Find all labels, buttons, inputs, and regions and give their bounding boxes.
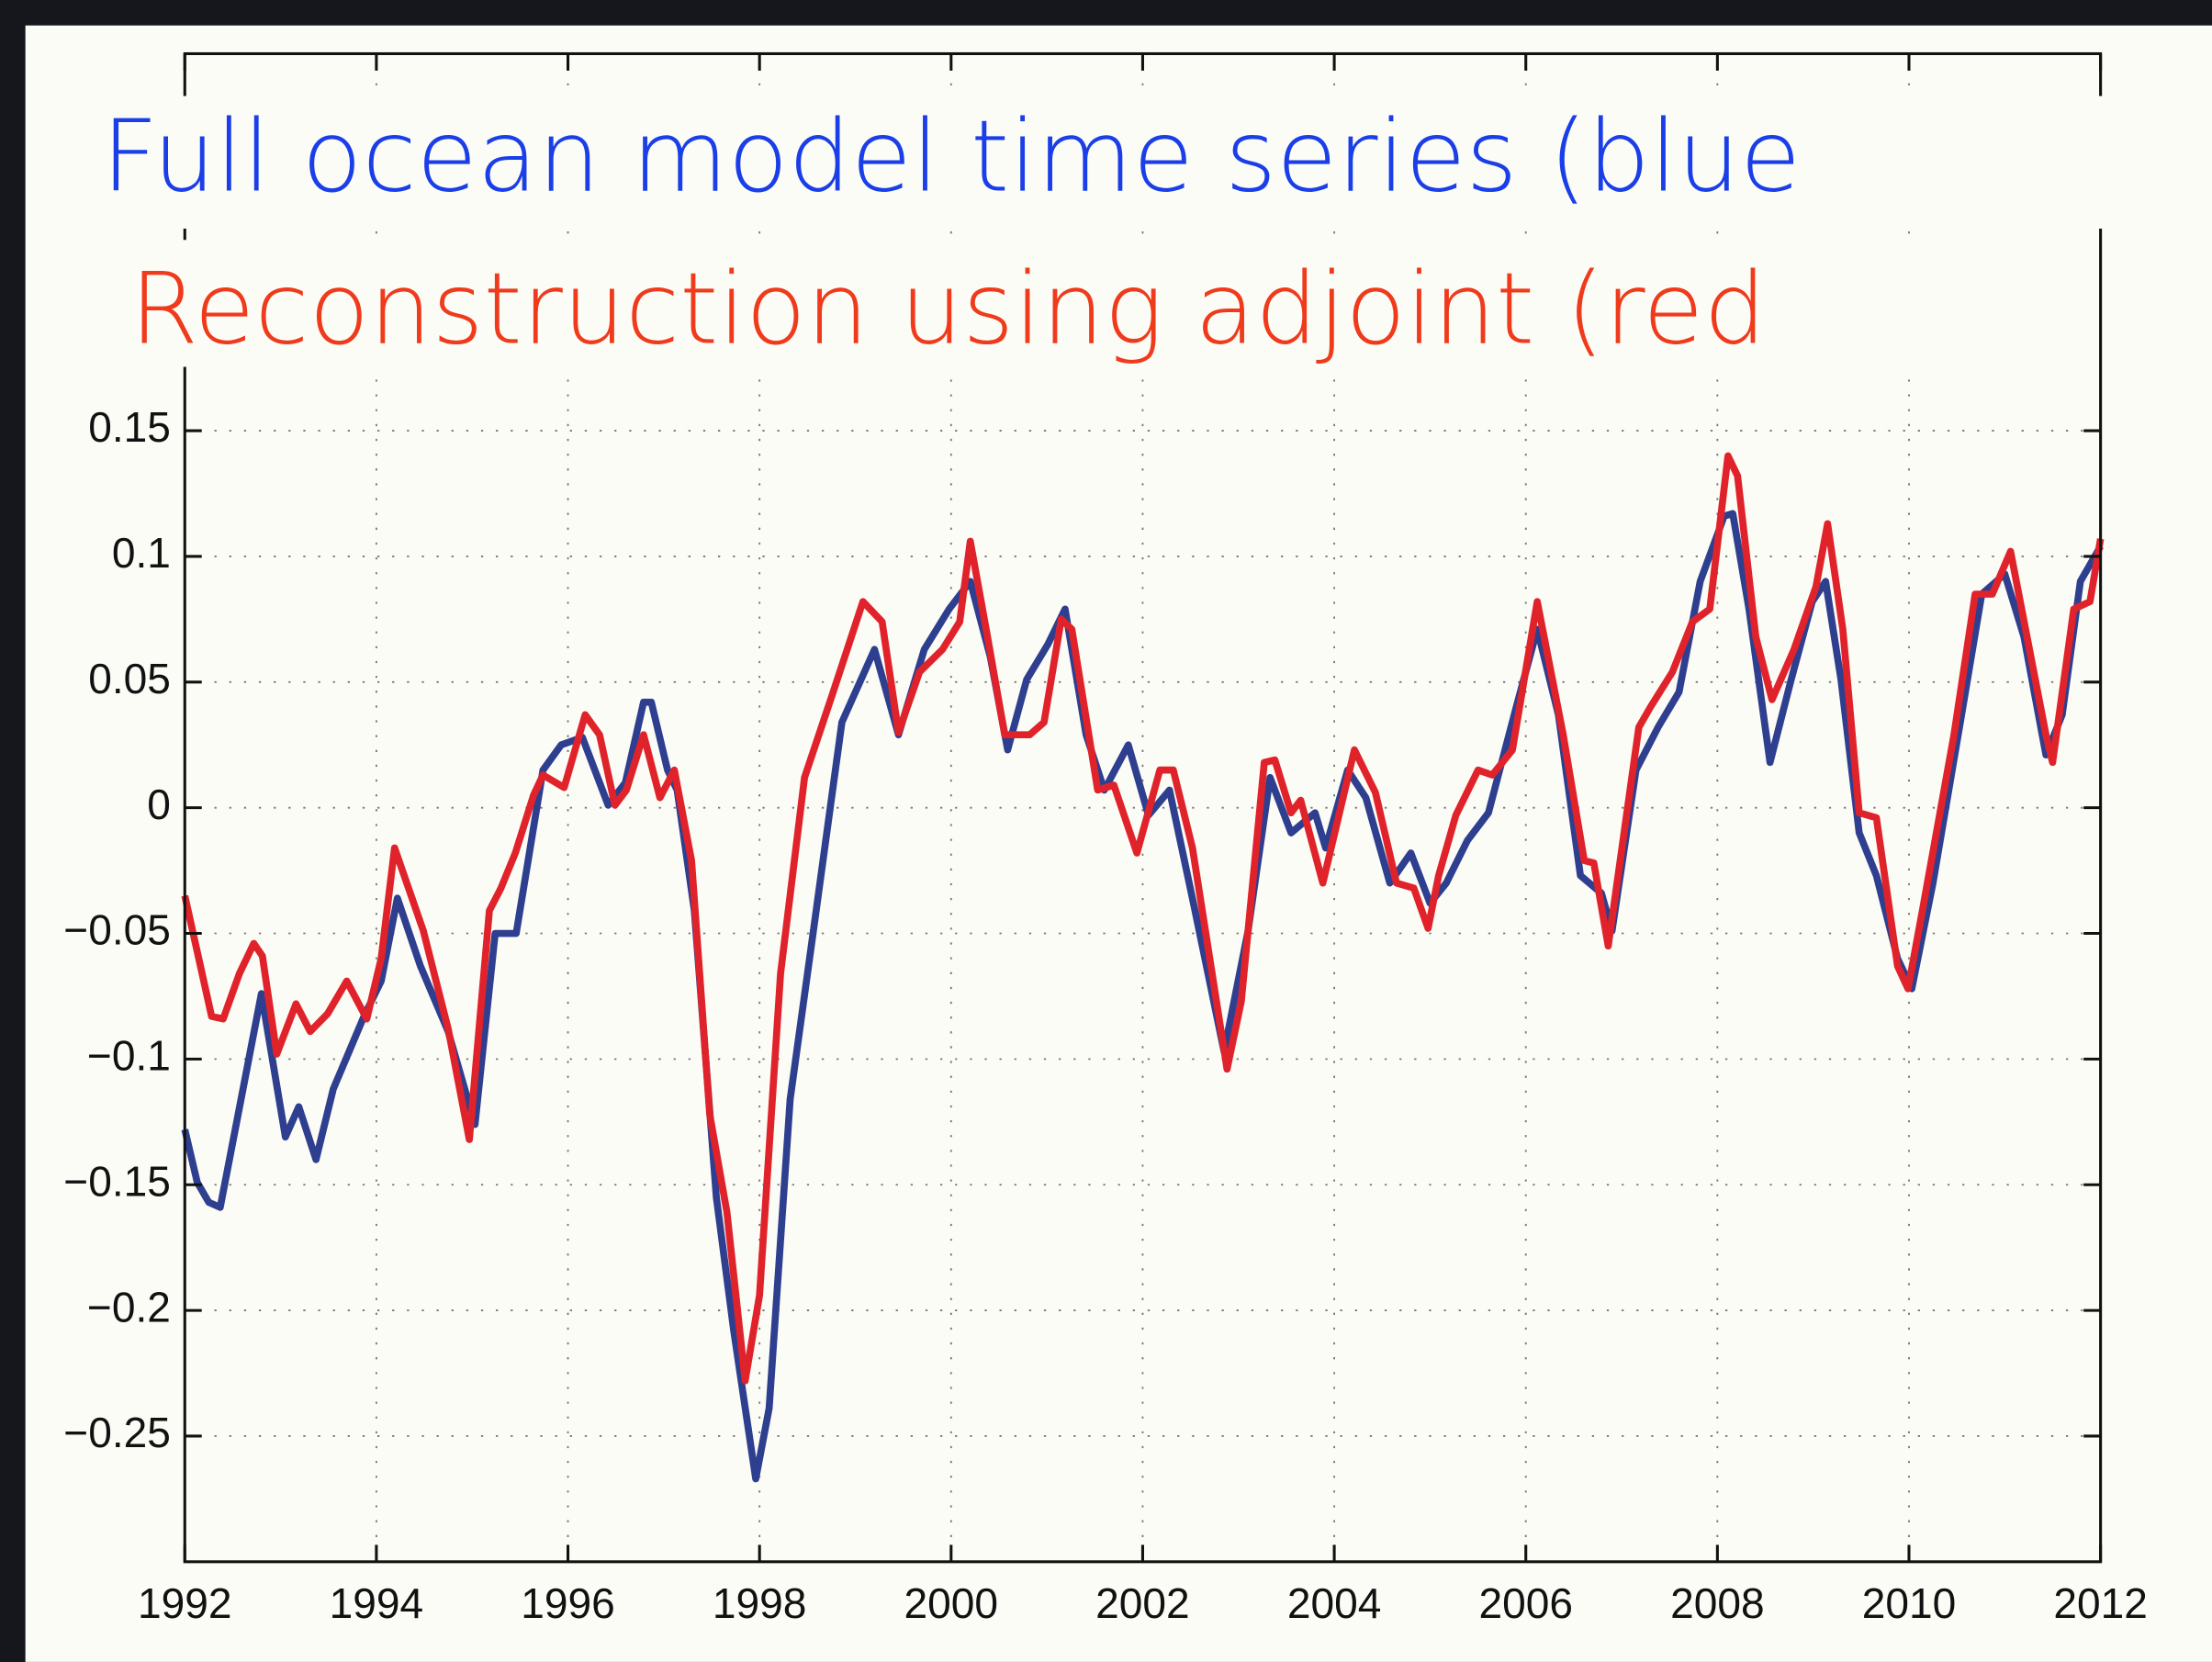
- series-line: [181, 452, 2105, 1385]
- lines: [181, 452, 2105, 1483]
- y-tick-label: −0.15: [63, 1157, 171, 1205]
- x-tick-label: 2000: [904, 1579, 999, 1627]
- x-tick-label: 2006: [1478, 1579, 1573, 1627]
- x-tick-label: 1998: [713, 1579, 807, 1627]
- y-tick-label: 0.05: [88, 655, 171, 702]
- annotation: Full ocean model time series (blue: [102, 100, 1802, 215]
- note-box: [106, 240, 1926, 367]
- x-tick-label: 2012: [2053, 1579, 2148, 1627]
- y-tick-label: −0.2: [87, 1283, 171, 1331]
- y-tick-label: 0.15: [88, 403, 171, 451]
- y-tick-label: −0.25: [63, 1409, 171, 1456]
- x-tick-label: 1996: [521, 1579, 615, 1627]
- annotation: Reconstruction using adjoint (red: [129, 252, 1766, 366]
- x-tick-label: 2002: [1095, 1579, 1190, 1627]
- y-tick-label: 0: [147, 780, 171, 828]
- y-tick-label: −0.05: [63, 906, 171, 954]
- x-tick-label: 2008: [1670, 1579, 1765, 1627]
- x-tick-label: 2004: [1287, 1579, 1382, 1627]
- x-tick-label: 1994: [330, 1579, 424, 1627]
- axes: −0.25 −0.2 −0.15 −0.1 −0.05 0 0.05 0.1 0.15 1992 1…: [63, 53, 2148, 1627]
- note-box: [77, 95, 2145, 229]
- x-tick-label: 2010: [1862, 1579, 1957, 1627]
- y-tick-label: 0.1: [112, 529, 171, 577]
- y-tick-label: −0.1: [87, 1032, 171, 1080]
- x-tick-label: 1992: [138, 1579, 232, 1627]
